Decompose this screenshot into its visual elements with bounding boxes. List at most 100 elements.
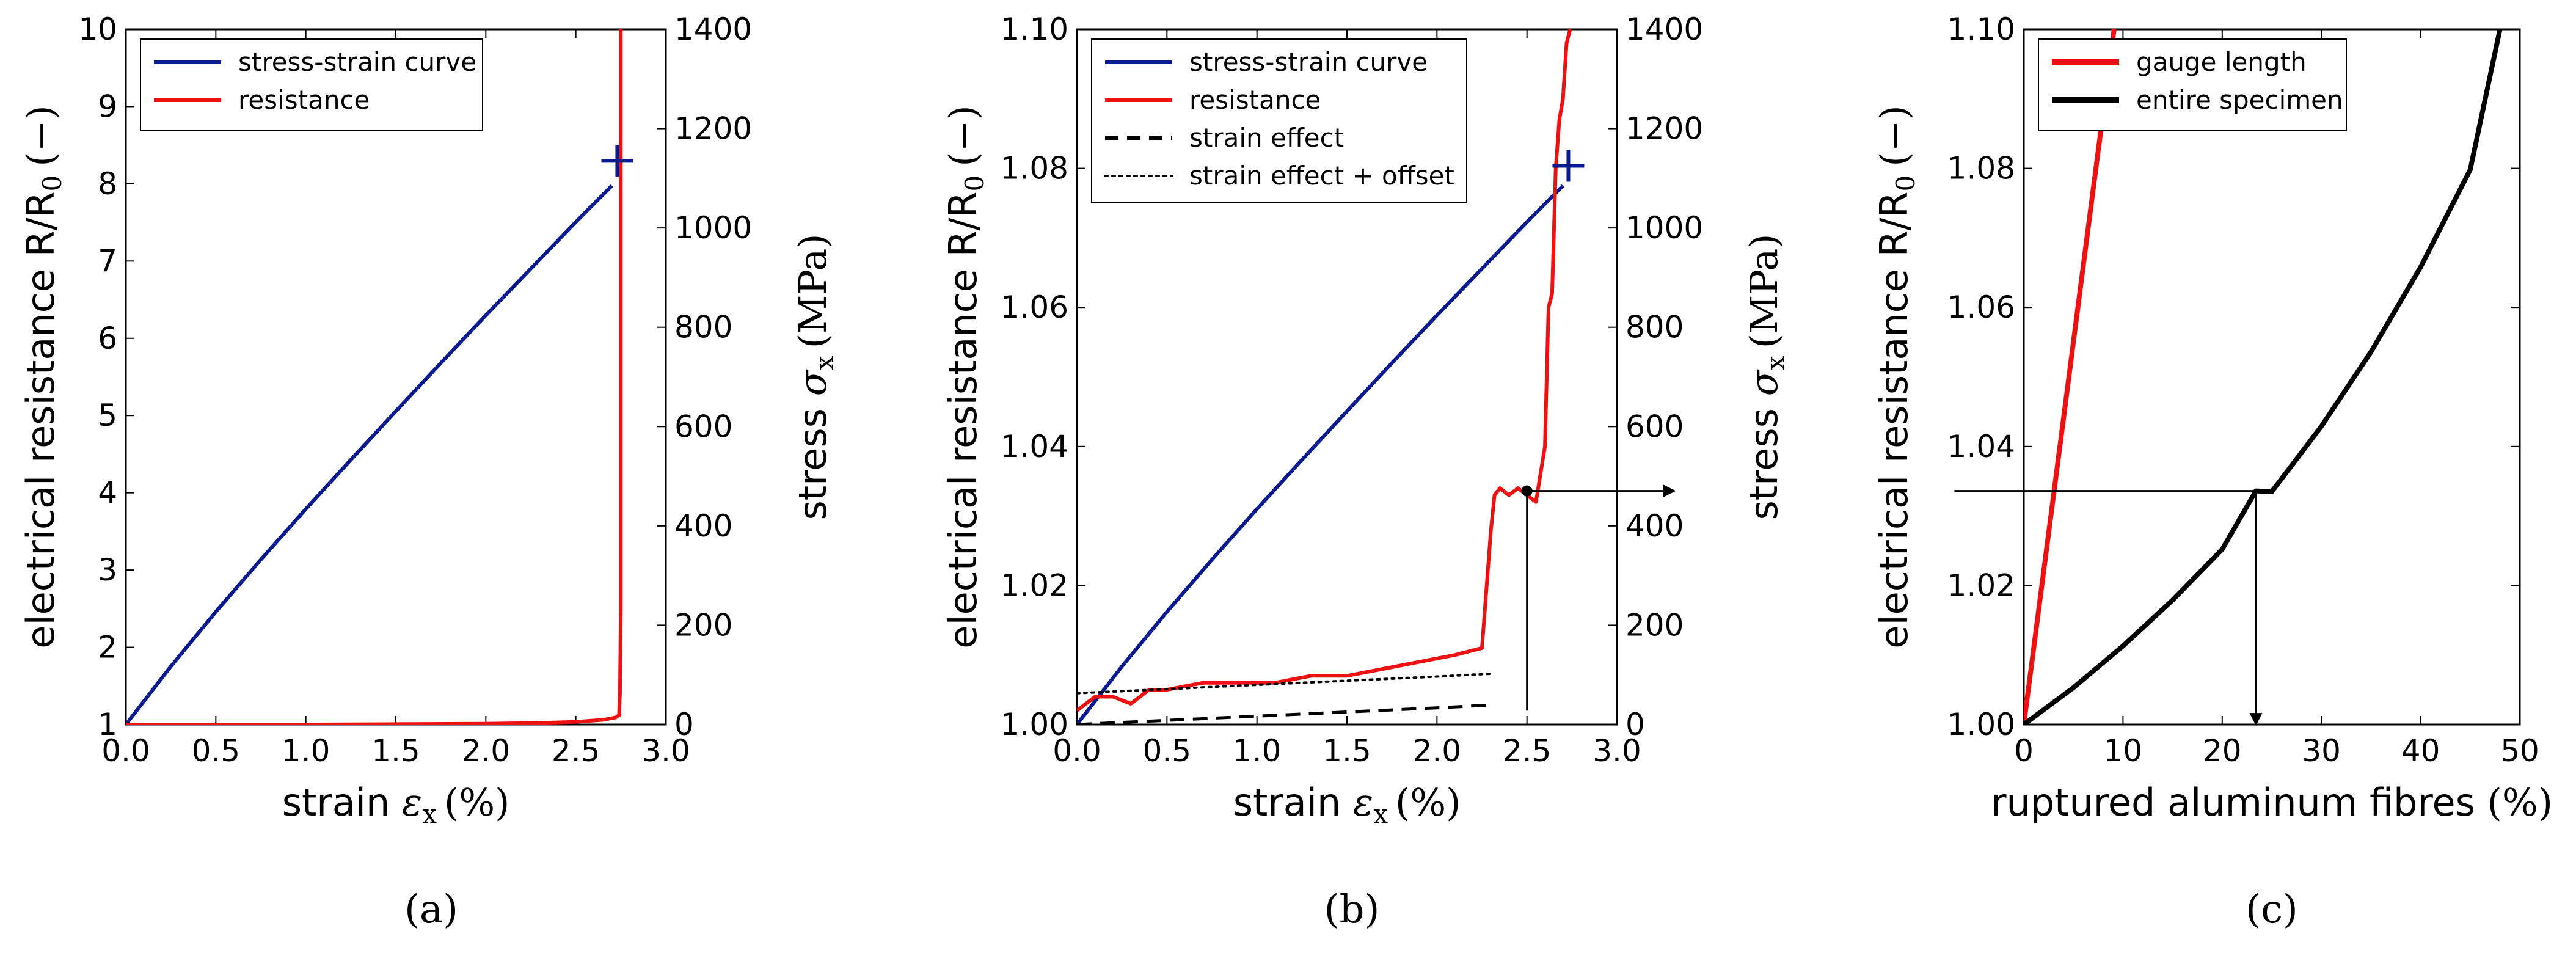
y2-tick-label: 1000 [674,210,752,246]
y-ticks-a: 1 2 3 4 5 6 7 8 9 10 [78,12,134,742]
legend-label: gauge length [2136,47,2307,77]
y-tick-label: 2 [98,630,117,665]
x-tick-label: 1.5 [1323,733,1371,769]
y2-axis-label-a: stress σx(MPa) [790,234,839,520]
legend-label: resistance [1189,85,1321,115]
x-tick-label: 3.0 [1593,733,1641,769]
x-tick-label: 2.5 [1503,733,1552,769]
series-line-stress-strain-curve [126,184,613,725]
legend-label: resistance [238,85,370,115]
y2-tick-label: 600 [1626,409,1684,444]
y-tick-label: 1.00 [1001,707,1068,742]
y2-tick-label: 400 [674,508,732,544]
y-tick-label: 1.10 [1001,12,1068,47]
y-axis-label-a: electrical resistance R/R0(−) [18,105,67,648]
legend-box [2038,38,2347,131]
y-tick-label: 1.10 [1947,12,2015,47]
series-a [126,29,623,725]
annotations-b [1521,484,1676,711]
y-tick-label: 1.04 [1001,429,1068,464]
annotation-point [1521,485,1533,497]
y-tick-label: 10 [78,12,117,47]
y-tick-label: 1.08 [1947,151,2015,186]
y2-tick-label: 1200 [1626,111,1703,147]
x-tick-label: 20 [2203,733,2242,769]
y2-tick-label: 800 [1626,310,1684,345]
x-tick-label: 0.5 [192,733,241,769]
x-ticks-a: 0.0 0.5 1.0 1.5 2.0 2.5 3.0 [101,29,690,769]
x-ticks-c: 0 10 20 30 40 50 [2014,29,2539,769]
y2-tick-label: 400 [1626,508,1684,544]
y-tick-label: 3 [98,552,117,588]
y-tick-label: 1.04 [1947,429,2015,464]
series-line-strain-effect-offset [1077,672,1492,695]
y2-tick-label: 0 [674,707,694,742]
x-tick-label: 3.0 [641,733,690,769]
y-tick-label: 4 [98,475,117,511]
x-tick-label: 40 [2401,733,2440,769]
x-tick-label: 50 [2500,733,2539,769]
x-ticks-b: 0.0 0.5 1.0 1.5 2.0 2.5 3.0 [1053,29,1641,769]
x-tick-label: 0.0 [101,733,150,769]
y-tick-label: 9 [98,89,117,124]
legend-label: strain effect [1189,123,1344,153]
y2-tick-label: 800 [674,310,732,345]
y2-axis-label-b: stress σx(MPa) [1742,234,1790,520]
failure-marker [601,145,633,177]
y-ticks-c: 1.00 1.02 1.04 1.06 1.08 1.10 [1947,12,2520,742]
y-axis-label-c: electrical resistance R/R0(−) [1872,105,1921,648]
legend-b: stress-strain curve resistance strain effe… [1091,38,1467,203]
y2-tick-label: 0 [1626,707,1645,742]
y2-tick-label: 200 [1626,607,1684,643]
legend-label: strain effect + offset [1189,161,1454,191]
legend-box [1091,38,1467,203]
panel-a: 0.0 0.5 1.0 1.5 2.0 2.5 3.0 1 2 3 4 5 6 7 8 9 10 0 200 40… [18,12,839,932]
x-tick-label: 1.0 [1233,733,1282,769]
y-tick-label: 8 [98,166,117,202]
y-axis-label-b: electrical resistance R/R0(−) [941,105,990,648]
series-c [2024,29,2503,725]
x-tick-label: 1.0 [282,733,330,769]
x-tick-label: 10 [2104,733,2143,769]
legend-c: gauge length entire specimen [2038,38,2347,131]
annotations-c [1954,490,2263,726]
panel-c: 0 10 20 30 40 50 1.00 1.02 1.04 1.06 1.08 1.10 gau… [1872,12,2553,932]
y2-tick-label: 1200 [674,111,752,147]
failure-marker [1552,150,1585,182]
y-tick-label: 1.06 [1947,290,2015,325]
x-tick-label: 30 [2302,733,2341,769]
y-tick-label: 1.02 [1947,568,2015,603]
y-tick-label: 1.06 [1001,290,1068,325]
legend-label: stress-strain curve [1189,47,1428,77]
x-tick-label: 0.5 [1143,733,1192,769]
panel-b: 0.0 0.5 1.0 1.5 2.0 2.5 3.0 1.001.021.041.061.… [941,12,1790,932]
x-tick-label: 2.0 [462,733,511,769]
x-tick-label: 1.5 [371,733,420,769]
caption-b: (b) [1324,887,1380,932]
y2-ticks-a: 0 200 400 600 800 1000 1200 1400 [657,12,752,742]
y-ticks-b: 1.00 1.02 1.04 1.06 1.08 1.10 [1001,12,1085,742]
series-line-strain-effect [1077,703,1491,725]
y2-tick-label: 1000 [1626,210,1703,246]
legend-box [140,38,483,131]
x-tick-label: 2.5 [552,733,600,769]
y2-ticks-b: 0 200 400 600 800 1000 1200 1400 [1608,12,1703,742]
y-tick-label: 5 [98,398,117,433]
x-tick-label: 0 [2014,733,2034,769]
caption-c: (c) [2246,887,2298,932]
x-tick-label: 2.0 [1413,733,1462,769]
legend-label: entire specimen [2136,85,2343,115]
y-tick-label: 1 [98,707,117,742]
x-tick-label: 0.0 [1053,733,1101,769]
y2-tick-label: 1400 [674,12,752,47]
plot-frame-c [2023,28,2521,726]
series-b [1077,29,1572,725]
caption-a: (a) [404,887,458,932]
y2-tick-label: 600 [674,409,732,444]
y2-tick-label: 200 [674,607,732,643]
series-line-entire-specimen [2024,29,2503,725]
y-tick-label: 1.08 [1001,151,1068,186]
y-tick-label: 6 [98,321,117,356]
series-line-resistance [126,29,623,725]
